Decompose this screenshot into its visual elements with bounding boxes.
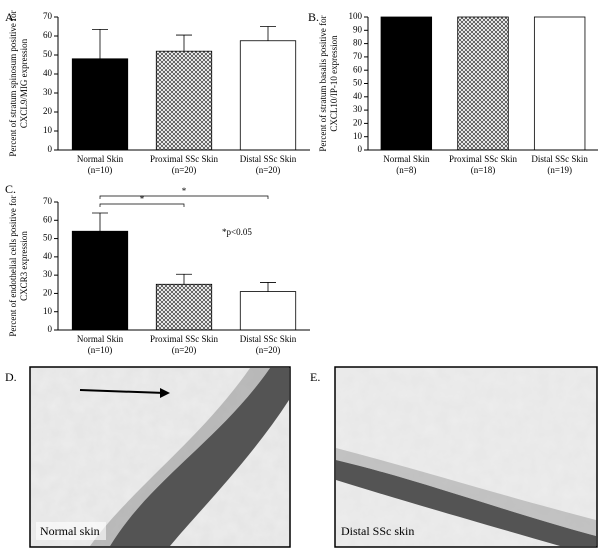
y-tick-label: 0 [48,144,53,154]
y-tick-label: 50 [43,233,53,243]
significance-bracket [99,195,269,199]
y-tick-label: 30 [353,104,363,114]
x-tick-label: Normal Skin [383,154,430,164]
x-tick-label: (n=20) [172,345,197,355]
y-axis-label: Percent of stratum basalis positive for [318,15,328,151]
bar [71,230,129,331]
y-tick-label: 40 [43,251,53,261]
y-axis-label: CXCL10/IP-10 expression [329,35,339,132]
y-tick-label: 30 [43,269,53,279]
error-bar [176,34,192,52]
x-tick-label: Distal SSc Skin [240,154,297,164]
error-bar [176,273,192,285]
y-tick-label: 10 [353,131,363,141]
y-axis-label: Percent of endothelial cells positive fo… [8,195,18,336]
y-tick-label: 60 [353,64,363,74]
y-tick-label: 60 [43,214,53,224]
y-tick-label: 40 [43,68,53,78]
x-tick-label: (n=10) [88,345,113,355]
y-tick-label: 50 [43,49,53,59]
image-caption: Normal skin [40,524,100,538]
y-axis-label: CXCR3 expression [19,231,29,301]
y-tick-label: 90 [353,24,363,34]
y-tick-label: 0 [358,144,363,154]
bar [155,283,213,331]
x-tick-label: (n=20) [172,165,197,175]
x-tick-label: Proximal SSc Skin [150,154,219,164]
y-tick-label: 0 [48,324,53,334]
significance-label: * [140,194,145,204]
y-tick-label: 60 [43,30,53,40]
y-tick-label: 70 [43,11,53,21]
y-axis-label: CXCL9/MIG expression [19,38,29,128]
significance-bracket [99,203,185,207]
error-bar [260,282,276,292]
y-tick-label: 80 [353,38,363,48]
error-bar [260,26,276,41]
x-tick-label: Distal SSc Skin [531,154,588,164]
y-tick-label: 10 [43,306,53,316]
micrograph-d [29,366,291,548]
annotation: *p<0.05 [222,227,252,237]
bar [380,16,433,151]
x-tick-label: Proximal SSc Skin [449,154,518,164]
y-tick-label: 20 [43,287,53,297]
panel-label: E. [310,370,320,384]
x-tick-label: Normal Skin [77,154,124,164]
x-tick-label: (n=19) [547,165,572,175]
bar [155,50,213,151]
bar [71,58,129,151]
bar [239,291,297,331]
x-tick-label: (n=20) [256,345,281,355]
x-tick-label: Distal SSc Skin [240,334,297,344]
x-tick-label: Proximal SSc Skin [150,334,219,344]
x-tick-label: (n=10) [88,165,113,175]
panel-label: C. [5,182,16,196]
x-tick-label: (n=20) [256,165,281,175]
y-tick-label: 10 [43,125,53,135]
panel-label: A. [5,10,17,24]
y-tick-label: 20 [43,106,53,116]
error-bar [92,28,108,59]
y-tick-label: 100 [349,11,363,21]
panel-label: B. [308,10,319,24]
micrograph-e [334,366,598,548]
y-axis-label: Percent of stratum spinosum positive for [8,10,18,156]
x-tick-label: (n=8) [396,165,416,175]
significance-label: * [182,186,187,196]
y-tick-label: 40 [353,91,363,101]
bar [533,16,586,151]
bar [457,16,509,151]
error-bar [92,212,108,232]
bar [239,40,297,151]
x-tick-label: Normal Skin [77,334,124,344]
y-tick-label: 70 [353,51,363,61]
y-tick-label: 20 [353,117,363,127]
image-caption: Distal SSc skin [341,524,414,538]
panel-label: D. [5,370,17,384]
y-tick-label: 70 [43,196,53,206]
y-tick-label: 50 [353,78,363,88]
y-tick-label: 30 [43,87,53,97]
x-tick-label: (n=18) [471,165,496,175]
